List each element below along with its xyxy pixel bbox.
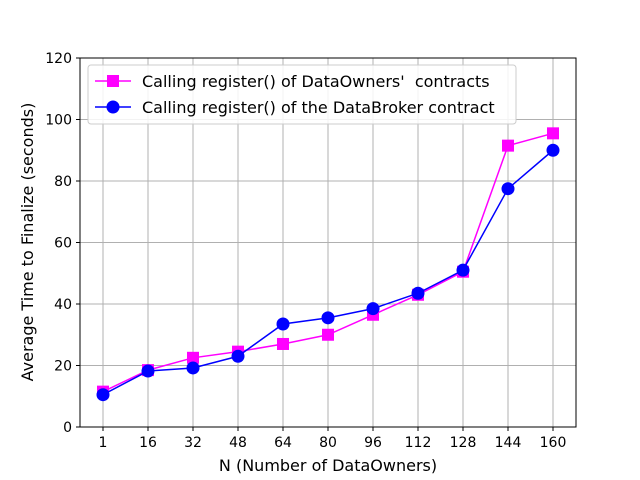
y-tick-label: 0 xyxy=(63,420,72,436)
data-point-circle xyxy=(186,361,200,375)
data-point-circle xyxy=(96,388,110,402)
legend: Calling register() of DataOwners' contra… xyxy=(87,64,517,125)
data-point-square xyxy=(277,337,289,350)
y-tick-label: 80 xyxy=(54,174,72,190)
legend-box xyxy=(87,64,517,125)
y-tick-label: 40 xyxy=(54,297,72,313)
legend-label-databroker: Calling register() of the DataBroker con… xyxy=(142,98,495,117)
data-point-circle xyxy=(411,286,425,300)
y-axis-ticks: 0 20 40 60 80 100 120 xyxy=(45,51,80,436)
data-point-square xyxy=(187,351,199,364)
y-tick-label: 120 xyxy=(45,51,72,67)
y-tick-label: 60 xyxy=(54,236,72,252)
y-axis-label: Average Time to Finalize (seconds) xyxy=(18,103,37,382)
legend-marker-square-icon xyxy=(107,75,119,87)
data-point-circle xyxy=(456,263,470,277)
series-databroker xyxy=(96,143,560,402)
x-tick-label: 144 xyxy=(495,435,522,451)
legend-marker-circle-icon xyxy=(106,100,120,114)
y-tick-label: 100 xyxy=(45,113,72,129)
series-layer xyxy=(96,127,560,402)
x-tick-label: 48 xyxy=(229,435,247,451)
x-tick-label: 1 xyxy=(99,435,108,451)
x-tick-label: 32 xyxy=(184,435,202,451)
data-point-circle xyxy=(501,182,515,196)
data-point-circle xyxy=(276,317,290,331)
plot-frame xyxy=(79,57,577,428)
x-tick-label: 112 xyxy=(405,435,432,451)
data-point-circle xyxy=(366,302,380,316)
data-point-circle xyxy=(231,349,245,363)
x-axis-label: N (Number of DataOwners) xyxy=(219,456,437,475)
x-tick-label: 64 xyxy=(274,435,292,451)
legend-label-dataowners: Calling register() of DataOwners' contra… xyxy=(142,72,490,91)
data-point-circle xyxy=(546,143,560,157)
data-point-square xyxy=(547,127,559,140)
data-point-circle xyxy=(141,364,155,378)
x-tick-label: 96 xyxy=(364,435,382,451)
x-axis-ticks: 1 16 32 48 64 80 96 112 128 144 160 xyxy=(99,427,567,451)
x-tick-label: 80 xyxy=(319,435,337,451)
data-point-square xyxy=(502,139,514,152)
y-tick-label: 20 xyxy=(54,359,72,375)
x-tick-label: 16 xyxy=(139,435,157,451)
x-tick-label: 128 xyxy=(450,435,477,451)
x-tick-label: 160 xyxy=(540,435,567,451)
data-point-square xyxy=(322,328,334,341)
data-point-circle xyxy=(321,311,335,325)
